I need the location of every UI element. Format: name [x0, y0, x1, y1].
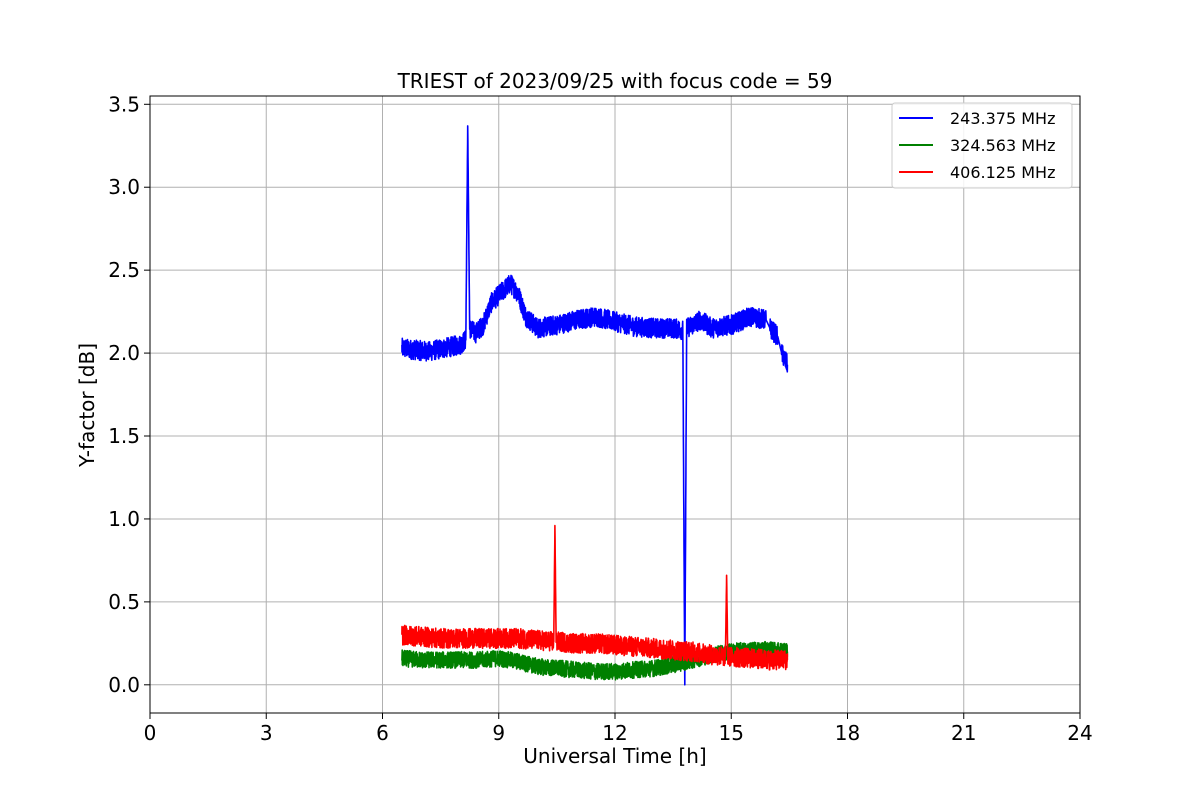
- y-tick-label: 0.0: [108, 673, 140, 697]
- y-tick-label: 3.5: [108, 92, 140, 116]
- y-axis-title: Y-factor [dB]: [75, 343, 99, 468]
- y-axis: 0.0 0.5 1.0 1.5 2.0 2.5 3.0 3.5: [108, 92, 150, 697]
- y-tick-label: 1.5: [108, 424, 140, 448]
- y-tick-label: 2.0: [108, 341, 140, 365]
- legend-label: 243.375 MHz: [950, 109, 1055, 128]
- y-tick-label: 1.0: [108, 507, 140, 531]
- x-tick-label: 15: [719, 721, 744, 745]
- legend-label: 406.125 MHz: [950, 163, 1055, 182]
- x-tick-label: 21: [951, 721, 976, 745]
- legend-label: 324.563 MHz: [950, 136, 1055, 155]
- y-tick-label: 0.5: [108, 590, 140, 614]
- legend-box: [891, 102, 1073, 189]
- plot-area: [401, 125, 789, 686]
- chart-title: TRIEST of 2023/09/25 with focus code = 5…: [397, 69, 833, 93]
- legend: 243.375 MHz 324.563 MHz 406.125 MHz: [891, 102, 1073, 189]
- x-tick-label: 24: [1067, 721, 1092, 745]
- x-tick-label: 9: [492, 721, 505, 745]
- x-tick-label: 6: [376, 721, 389, 745]
- x-axis: 0 3 6 9 12 15 18 21 24: [144, 713, 1093, 745]
- x-tick-label: 3: [260, 721, 273, 745]
- x-tick-label: 12: [602, 721, 627, 745]
- y-tick-label: 2.5: [108, 258, 140, 282]
- y-tick-label: 3.0: [108, 175, 140, 199]
- x-tick-label: 18: [835, 721, 860, 745]
- x-tick-label: 0: [144, 721, 157, 745]
- series-line-0: [401, 125, 789, 686]
- series-line-2: [401, 524, 789, 671]
- x-axis-title: Universal Time [h]: [523, 744, 706, 768]
- grid: [149, 96, 1081, 713]
